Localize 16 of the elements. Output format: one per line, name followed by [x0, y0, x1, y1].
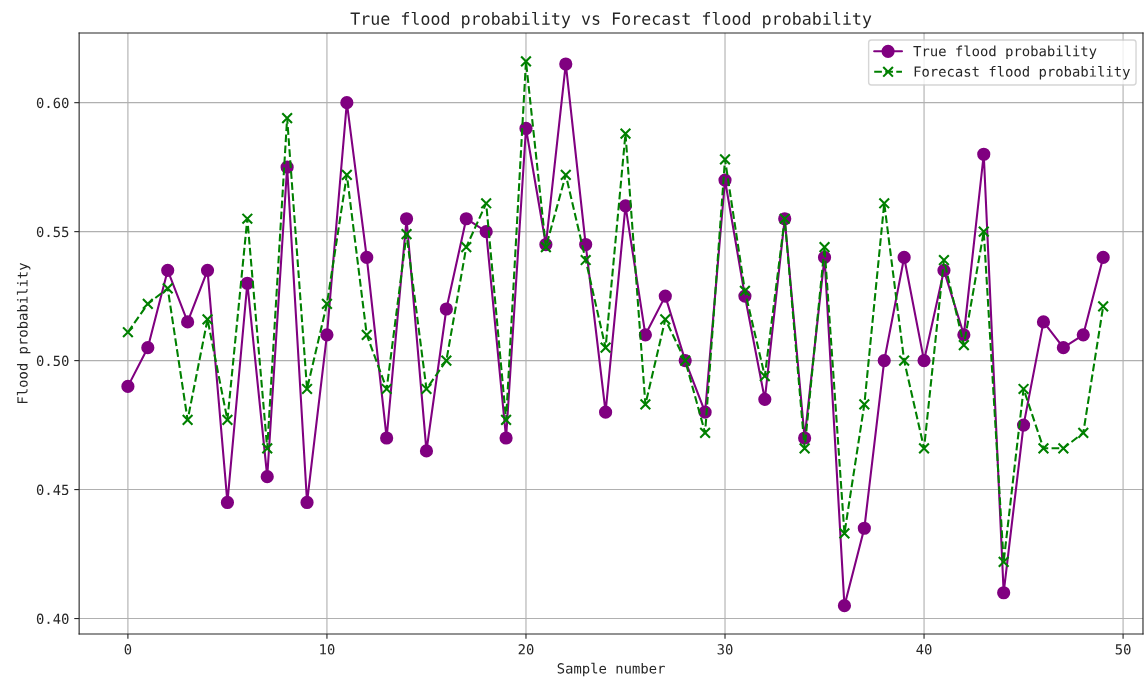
y-tick-label: 0.60 [36, 97, 69, 109]
y-tick-label: 0.45 [36, 484, 69, 496]
legend-label: True flood probability [913, 45, 1097, 60]
y-tick-label: 0.40 [36, 613, 69, 625]
x-tick-label: 20 [518, 644, 534, 655]
x-tick-label: 50 [1115, 644, 1131, 655]
y-axis-title: Flood probability [16, 262, 31, 404]
legend-label: Forecast flood probability [914, 65, 1130, 80]
x-tick-label: 10 [320, 644, 335, 655]
x-tick-label: 40 [916, 644, 932, 655]
x-tick-label: 0 [124, 644, 132, 655]
chart-title: True flood probability vs Forecast flood probability [350, 11, 872, 29]
x-axis-title: Sample number [557, 662, 665, 677]
y-tick-label: 0.55 [36, 226, 69, 238]
y-tick-label: 0.50 [36, 355, 69, 367]
x-tick-label: 30 [717, 644, 733, 655]
